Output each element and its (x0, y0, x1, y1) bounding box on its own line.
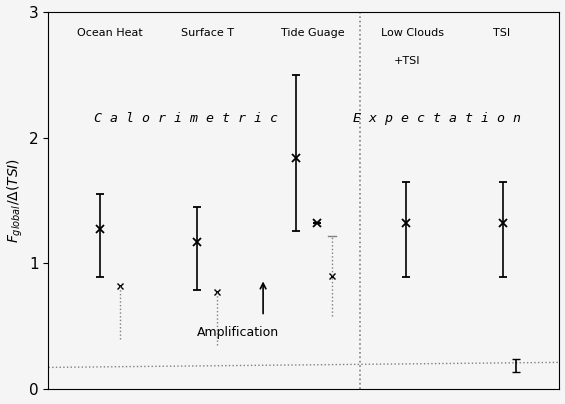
Text: Ocean Heat: Ocean Heat (77, 28, 142, 38)
Text: C a l o r i m e t r i c: C a l o r i m e t r i c (94, 112, 279, 125)
Text: Low Clouds: Low Clouds (381, 28, 444, 38)
Text: Amplification: Amplification (197, 326, 279, 339)
Text: Tide Guage: Tide Guage (281, 28, 345, 38)
Text: +TSI: +TSI (393, 56, 420, 65)
Text: Surface T: Surface T (181, 28, 234, 38)
Y-axis label: $F_{global}/\Delta(TSI)$: $F_{global}/\Delta(TSI)$ (6, 158, 25, 243)
Text: E x p e c t a t i o n: E x p e c t a t i o n (353, 112, 521, 125)
Text: TSI: TSI (493, 28, 510, 38)
